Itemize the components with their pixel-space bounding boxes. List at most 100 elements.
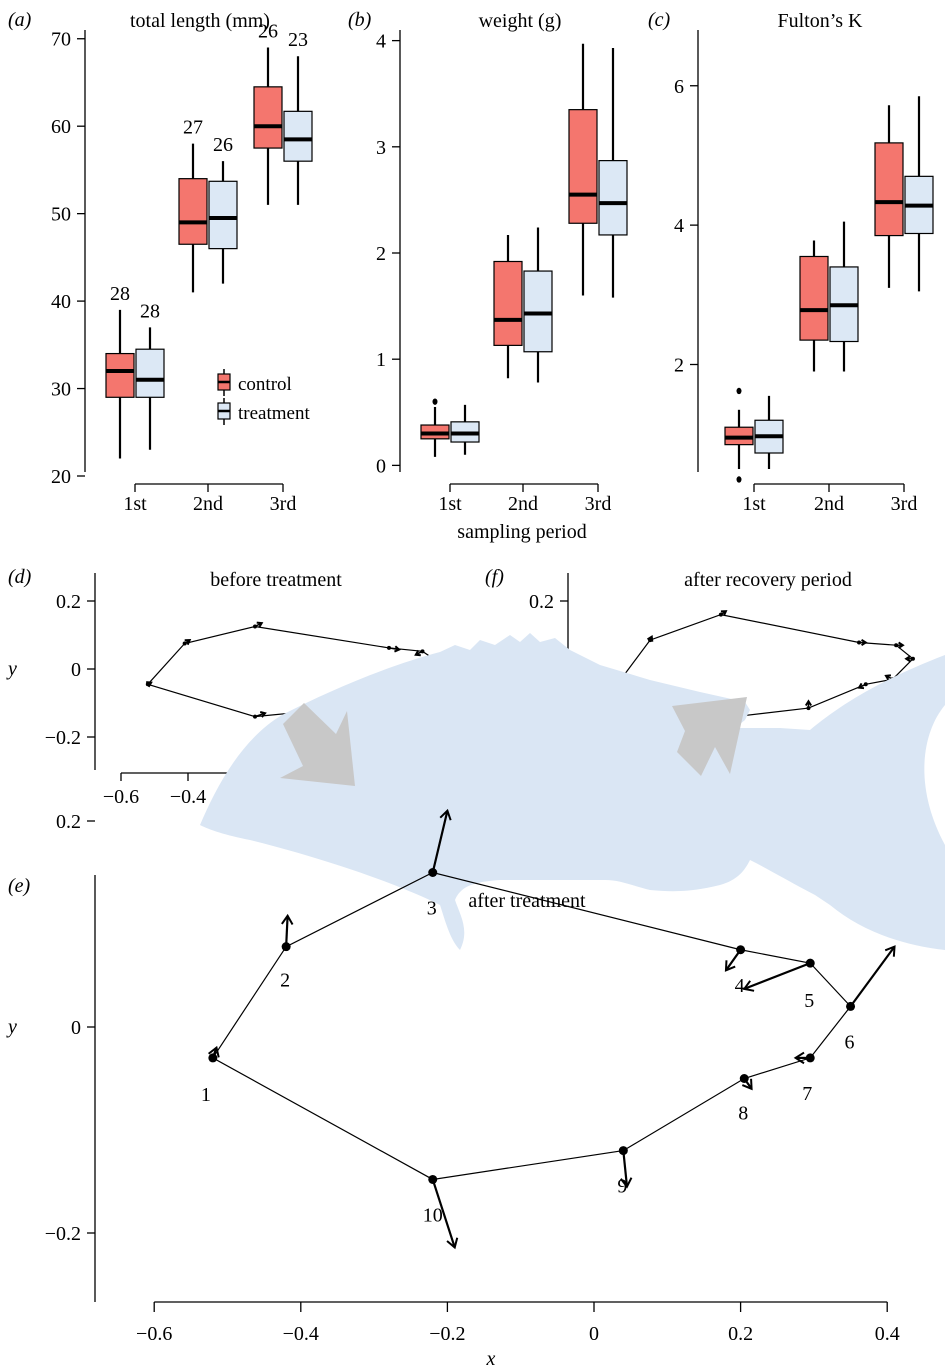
x-tick-label: 3rd bbox=[891, 493, 918, 515]
control-box-3rd: 26 bbox=[253, 20, 283, 205]
x-tick-label: 1st bbox=[742, 493, 766, 515]
x-tick-label: 0 bbox=[589, 1323, 599, 1345]
landmark-10-label: 10 bbox=[423, 1204, 443, 1226]
treatment-box-1st bbox=[754, 395, 784, 470]
x-tick-label: −0.2 bbox=[429, 1323, 465, 1345]
vector-arrowhead bbox=[857, 682, 865, 690]
landmark-2-arrowhead bbox=[281, 913, 294, 925]
box bbox=[874, 142, 904, 237]
boxplot-panel-0: (a) total length (mm) 20 30 40 50 60 70 1st 2nd 3r… bbox=[8, 9, 313, 515]
landmark-10-vector bbox=[431, 1179, 456, 1248]
landmark-3-vector bbox=[431, 810, 449, 873]
x-tick-label: 3rd bbox=[270, 493, 297, 515]
x-tick-label: 3rd bbox=[585, 493, 612, 515]
box bbox=[178, 178, 208, 245]
treatment-box-2nd: 26 bbox=[208, 134, 238, 284]
box bbox=[105, 352, 135, 398]
landmark-9-label: 9 bbox=[617, 1176, 627, 1198]
treatment-box-3rd bbox=[598, 48, 628, 298]
panel-title: after treatment bbox=[468, 890, 586, 912]
control-box-1st bbox=[420, 398, 450, 457]
y-tick-label: 70 bbox=[51, 29, 71, 51]
y-tick-label: 1 bbox=[376, 349, 386, 371]
y-tick-label: 4 bbox=[376, 31, 386, 53]
y-tick-label: 40 bbox=[51, 291, 71, 313]
landmark-6-arrowhead bbox=[884, 945, 896, 957]
y-tick-label: 60 bbox=[51, 116, 71, 138]
boxplot-panel-2: (c) Fulton’s K 2 4 6 1st 2nd 3rd bbox=[648, 9, 934, 515]
y-tick-label: 0.2 bbox=[529, 591, 554, 613]
sample-size-label: 28 bbox=[110, 283, 130, 305]
vector-arrowhead bbox=[256, 621, 264, 628]
panel-title: before treatment bbox=[210, 569, 342, 591]
legend: control treatment bbox=[217, 369, 310, 425]
treatment-box-1st bbox=[450, 404, 480, 455]
treatment-box-3rd bbox=[904, 96, 934, 292]
y-axis-label: y bbox=[6, 658, 17, 680]
landmark-outline bbox=[211, 871, 852, 1181]
landmark-5-label: 5 bbox=[804, 990, 814, 1012]
vector-arrowhead bbox=[861, 638, 868, 647]
y-tick-label: 2 bbox=[376, 243, 386, 265]
x-tick-label: 1st bbox=[123, 493, 147, 515]
landmark-5-arrowhead bbox=[742, 980, 755, 992]
x-axis-label: x bbox=[486, 1348, 496, 1369]
sample-size-label: 26 bbox=[213, 134, 233, 156]
control-box-3rd bbox=[874, 105, 904, 288]
control-box-1st bbox=[724, 387, 754, 483]
landmark-6-vector bbox=[849, 946, 896, 1008]
box bbox=[598, 160, 628, 236]
landmark-7-label: 7 bbox=[802, 1083, 812, 1105]
box bbox=[493, 260, 523, 346]
y-tick-label: 30 bbox=[51, 379, 71, 401]
tail-gap bbox=[924, 705, 945, 845]
panel-letter: (f) bbox=[485, 566, 504, 588]
landmark-1-label: 1 bbox=[201, 1084, 211, 1106]
sample-size-label: 28 bbox=[140, 300, 160, 322]
panel-letter: (c) bbox=[648, 9, 671, 31]
box bbox=[523, 270, 553, 353]
control-box-2nd bbox=[799, 240, 829, 372]
y-tick-label: 0.2 bbox=[56, 811, 81, 833]
vector-arrowhead bbox=[646, 635, 654, 642]
vector-arrowhead bbox=[720, 610, 728, 617]
y-tick-label: 2 bbox=[674, 355, 684, 377]
panel-letter: (e) bbox=[8, 875, 31, 897]
x-tick-label: 2nd bbox=[193, 493, 223, 515]
landmark-2-vector bbox=[285, 915, 289, 947]
landmark-3-arrowhead bbox=[439, 808, 452, 821]
landmark-4-label: 4 bbox=[735, 975, 745, 997]
panel-letter: (a) bbox=[8, 9, 32, 31]
box bbox=[283, 110, 313, 162]
y-tick-label: −0.2 bbox=[45, 1223, 81, 1245]
sample-size-label: 27 bbox=[183, 117, 203, 139]
box bbox=[253, 86, 283, 149]
y-tick-label: 0 bbox=[71, 659, 81, 681]
control-box-1st: 28 bbox=[105, 283, 135, 459]
y-tick-label: 0 bbox=[71, 1017, 81, 1039]
vector-arrowhead bbox=[259, 711, 267, 718]
vector-arrowhead bbox=[146, 681, 153, 688]
up-right-block-arrow-icon bbox=[672, 697, 747, 776]
y-axis-label: y bbox=[6, 1016, 17, 1038]
sample-size-label: 23 bbox=[288, 29, 308, 51]
outlier-point bbox=[432, 398, 438, 405]
y-tick-label: 4 bbox=[674, 215, 684, 237]
x-tick-label: 1st bbox=[438, 493, 462, 515]
box bbox=[135, 348, 165, 398]
panel-letter: (b) bbox=[348, 9, 372, 31]
landmark-2-label: 2 bbox=[280, 970, 290, 992]
panel-e-after-treatment: −0.2 0 0.2 −0.6 −0.4 −0.2 0 0.2 0.4 (e) after trea… bbox=[6, 633, 945, 1369]
x-tick-label: −0.4 bbox=[170, 786, 206, 808]
treatment-box-2nd bbox=[523, 227, 553, 383]
box bbox=[568, 109, 598, 224]
landmark-3-label: 3 bbox=[427, 898, 437, 920]
landmark-9-arrowhead bbox=[620, 1177, 633, 1189]
vector-arrowhead bbox=[904, 655, 911, 663]
landmark-4-vector bbox=[725, 949, 742, 971]
outlier-point bbox=[736, 387, 742, 395]
x-tick-label: 2nd bbox=[508, 493, 538, 515]
panel-title: Fulton’s K bbox=[777, 10, 863, 32]
x-tick-label: −0.6 bbox=[136, 1323, 172, 1345]
